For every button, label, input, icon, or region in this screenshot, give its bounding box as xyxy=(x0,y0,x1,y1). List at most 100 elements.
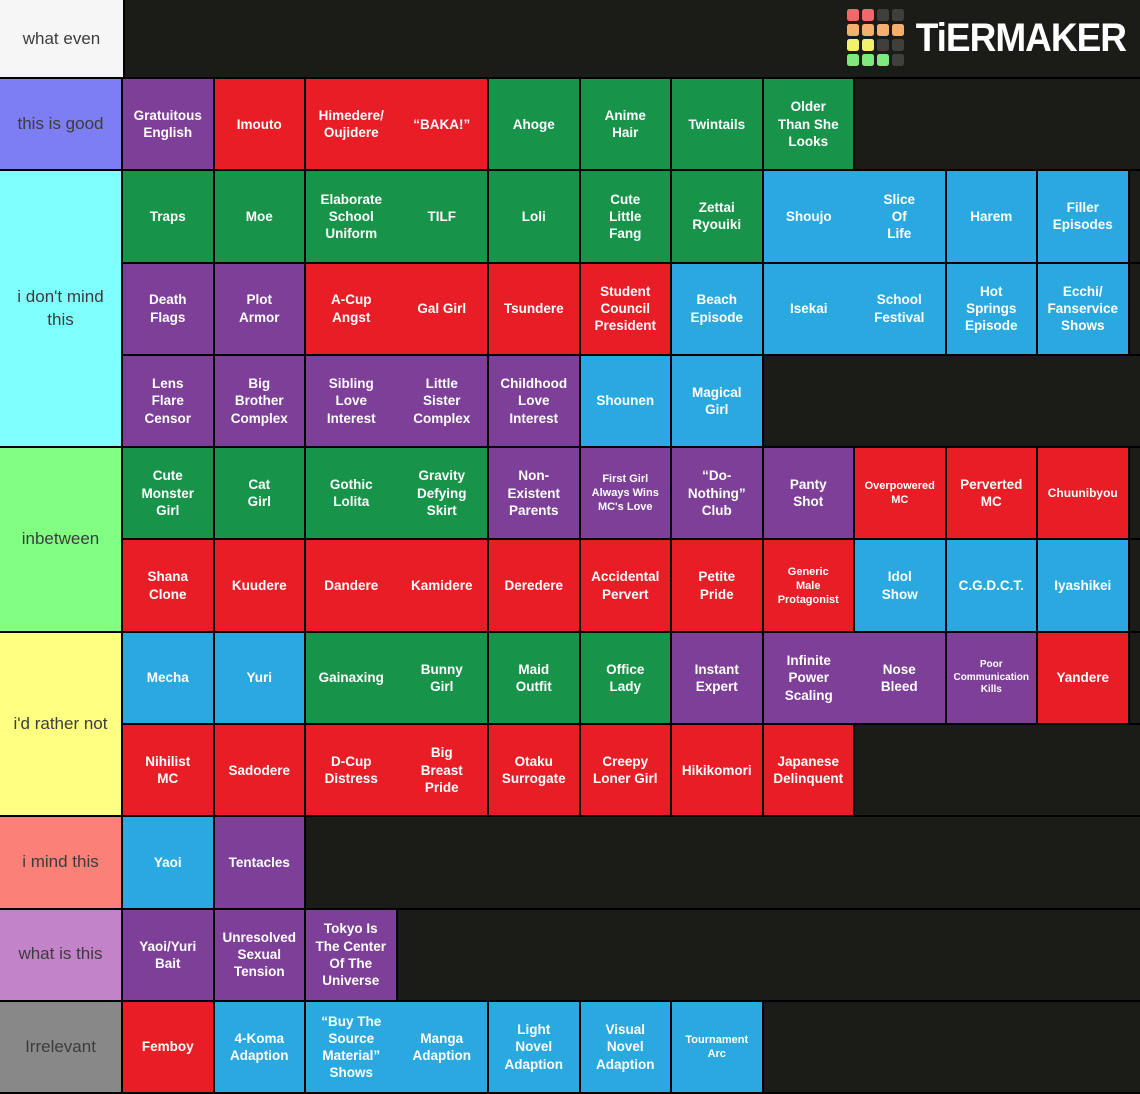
tier-item-label: D-Cup Distress xyxy=(324,753,378,787)
logo-grid-square xyxy=(891,24,904,36)
tier-item[interactable]: Japanese Delinquent xyxy=(763,725,855,816)
tier-item[interactable]: Generic Male Protagonist xyxy=(763,540,855,631)
tier-item[interactable]: Big Brother Complex xyxy=(214,355,306,447)
tier-cells: Femboy 4-Koma Adaption “Buy The Source Mat… xyxy=(123,1001,1140,1094)
tier-subrow: Yaoi Tentacles xyxy=(123,817,1140,910)
tier-item[interactable]: Magical Girl xyxy=(672,355,764,447)
tier-item[interactable]: Ecchi/ Fanservice Shows xyxy=(1038,263,1130,354)
tier-row-irrelevant: Irrelevant Femboy 4-Koma Adaption “Buy The … xyxy=(0,1001,1140,1094)
tier-item[interactable]: Deredere xyxy=(489,540,581,631)
tier-item[interactable]: C.G.D.C.T. xyxy=(946,540,1038,631)
tier-item[interactable]: Twintails xyxy=(672,79,764,170)
tier-item[interactable]: Tsundere xyxy=(489,263,581,354)
tier-item[interactable]: A-Cup Angst Gal Girl xyxy=(306,263,489,354)
tier-item[interactable]: Anime Hair xyxy=(580,79,672,170)
tier-item[interactable]: Non- Existent Parents xyxy=(489,448,581,539)
tier-item[interactable]: Yaoi xyxy=(123,817,215,908)
tier-item[interactable]: Elaborate School Uniform TILF xyxy=(306,171,489,262)
tier-item[interactable]: Cute Monster Girl xyxy=(123,448,215,539)
tier-item[interactable]: Beach Episode xyxy=(672,263,764,354)
tier-item[interactable]: “Buy The Source Material” Shows Manga Ada… xyxy=(306,1001,489,1093)
tier-item[interactable]: Sadodere xyxy=(214,725,306,816)
logo-grid-square xyxy=(861,9,874,21)
tier-item[interactable]: Unresolved Sexual Tension xyxy=(214,909,306,1000)
tier-item[interactable]: Yandere xyxy=(1038,632,1130,724)
tier-item[interactable]: Plot Armor xyxy=(214,263,306,354)
tier-item[interactable]: Older Than She Looks xyxy=(763,79,855,170)
tier-item[interactable]: Himedere/ Oujidere “BAKA!” xyxy=(306,79,489,170)
tier-item[interactable]: Tournament Arc xyxy=(672,1001,764,1093)
tier-item[interactable]: Infinite Power Scaling Nose Bleed xyxy=(763,632,947,724)
tier-item[interactable]: Hot Springs Episode xyxy=(946,263,1038,354)
tier-item[interactable]: Tokyo Is The Center Of The Universe xyxy=(306,909,398,1000)
tier-item[interactable]: Chuunibyou xyxy=(1038,448,1130,539)
tier-item[interactable]: Light Novel Adaption xyxy=(489,1001,581,1093)
tier-item[interactable]: Childhood Love Interest xyxy=(489,355,581,447)
tier-item[interactable]: Shoujo Slice Of Life xyxy=(763,171,947,262)
tier-item[interactable]: Overpowered MC xyxy=(855,448,947,539)
tier-label: i don't mind this xyxy=(0,171,123,449)
tier-item[interactable]: 4-Koma Adaption xyxy=(214,1001,306,1093)
tier-item[interactable]: Gothic Lolita Gravity Defying Skirt xyxy=(306,448,489,539)
tier-item[interactable]: Zettai Ryouiki xyxy=(672,171,764,262)
tier-item[interactable]: Otaku Surrogate xyxy=(489,725,581,816)
tier-item[interactable]: Tentacles xyxy=(214,817,306,908)
tier-item[interactable]: Poor Communication Kills xyxy=(946,632,1038,724)
tier-item-label: Slice Of Life xyxy=(883,191,916,242)
tier-item[interactable]: Petite Pride xyxy=(672,540,764,631)
tier-item-label: Japanese Delinquent xyxy=(773,753,844,787)
tier-cells: Mecha Yuri Gainaxing Bunny Girl Maid Outfit O… xyxy=(123,632,1140,818)
tier-item-label: Hot Springs Episode xyxy=(964,283,1018,334)
tier-item-label: Generic Male Protagonist xyxy=(777,565,839,606)
tier-item-label: Overpowered MC xyxy=(864,480,935,507)
tier-item[interactable]: Shana Clone xyxy=(123,540,215,631)
tier-item[interactable]: Visual Novel Adaption xyxy=(580,1001,672,1093)
tier-item[interactable]: Loli xyxy=(489,171,581,262)
tier-label: inbetween xyxy=(0,448,123,633)
tier-item[interactable]: Mecha xyxy=(123,632,215,724)
tier-item[interactable]: Shounen xyxy=(580,355,672,447)
tier-item[interactable]: Moe xyxy=(214,171,306,262)
tier-item[interactable]: Iyashikei xyxy=(1038,540,1130,631)
tier-item-label: TILF xyxy=(427,208,457,224)
tier-item[interactable]: Kuudere xyxy=(214,540,306,631)
tier-item[interactable]: Ahoge xyxy=(489,79,581,170)
tier-item[interactable]: Hikikomori xyxy=(672,725,764,816)
tier-item[interactable]: Yuri xyxy=(214,632,306,724)
tier-item-label: Bunny Girl xyxy=(420,661,463,694)
tier-item[interactable]: Harem xyxy=(946,171,1038,262)
tier-item[interactable]: Sibling Love Interest Little Sister Compl… xyxy=(306,355,489,447)
tier-item[interactable]: Maid Outfit xyxy=(489,632,581,724)
tier-item[interactable]: Gainaxing Bunny Girl xyxy=(306,632,489,724)
tier-item[interactable]: Filler Episodes xyxy=(1038,171,1130,262)
tier-item-label: Tsundere xyxy=(503,301,564,317)
tier-item[interactable]: Creepy Loner Girl xyxy=(580,725,672,816)
tier-item[interactable]: Office Lady xyxy=(580,632,672,724)
tier-item[interactable]: Imouto xyxy=(214,79,306,170)
tier-item[interactable]: Cute Little Fang xyxy=(580,171,672,262)
logo-grid-square xyxy=(876,54,889,66)
tier-item-label: Harem xyxy=(970,208,1013,224)
tier-item[interactable]: Cat Girl xyxy=(214,448,306,539)
tier-item[interactable]: Perverted MC xyxy=(946,448,1038,539)
tier-item[interactable]: First Girl Always Wins MC's Love xyxy=(580,448,672,539)
tier-item-label: Yaoi/Yuri Bait xyxy=(139,938,197,971)
tier-item[interactable]: Yaoi/Yuri Bait xyxy=(123,909,215,1000)
tier-item[interactable]: Lens Flare Censor xyxy=(123,355,215,447)
tier-item[interactable]: Panty Shot xyxy=(763,448,855,539)
tier-item[interactable]: D-Cup Distress Big Breast Pride xyxy=(306,725,489,816)
tier-item[interactable]: Gratuitous English xyxy=(123,79,215,170)
tier-item[interactable]: Student Council President xyxy=(580,263,672,354)
tier-item[interactable]: Accidental Pervert xyxy=(580,540,672,631)
tier-item[interactable]: Instant Expert xyxy=(672,632,764,724)
tier-item[interactable]: Death Flags xyxy=(123,263,215,354)
tier-item[interactable]: “Do- Nothing” Club xyxy=(672,448,764,539)
tier-item[interactable]: Idol Show xyxy=(855,540,947,631)
tier-item[interactable]: Isekai School Festival xyxy=(763,263,947,354)
tier-item[interactable]: Traps xyxy=(123,171,215,262)
tier-item-label: Moe xyxy=(245,208,273,224)
tier-item[interactable]: Dandere Kamidere xyxy=(306,540,489,631)
tier-item[interactable]: Femboy xyxy=(123,1001,215,1093)
tier-item[interactable]: Nihilist MC xyxy=(123,725,215,816)
tier-cells: Traps Moe Elaborate School Uniform TILF Loli… xyxy=(123,171,1140,449)
